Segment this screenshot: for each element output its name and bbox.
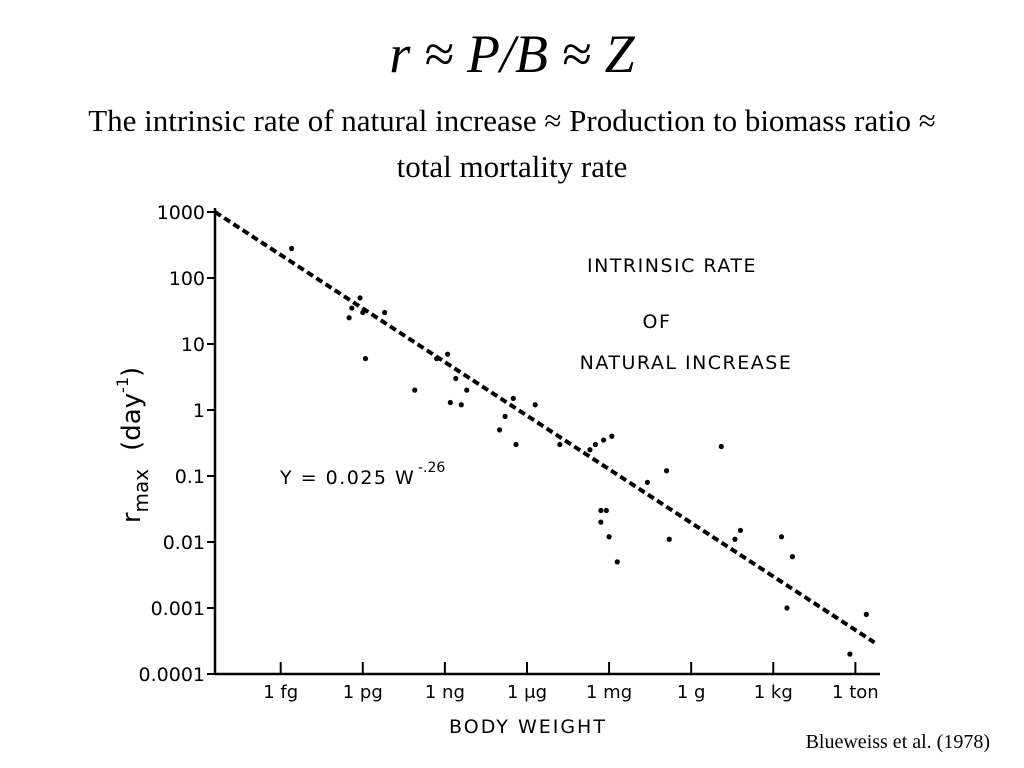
data-point-9 — [445, 351, 451, 357]
data-point-2 — [357, 295, 363, 301]
y-tick-label-7: 0.0001 — [139, 664, 205, 686]
slide-title: r ≈ P/B ≈ Z — [389, 24, 635, 84]
data-point-0 — [289, 245, 295, 252]
data-point-35 — [778, 534, 785, 540]
data-point-7 — [412, 387, 418, 393]
y-tick-label-2: 10 — [181, 334, 205, 356]
y-label-exponent: -1 — [113, 377, 132, 393]
chart-title: INTRINSIC RATE OF NATURAL INCREASE — [580, 255, 793, 374]
x-tick-label-0: 1 fg — [263, 682, 298, 703]
data-point-20 — [587, 447, 593, 453]
x-tick-label-6: 1 kg — [754, 682, 793, 703]
data-point-4 — [346, 315, 352, 321]
y-label-main: r — [117, 512, 147, 523]
data-point-32 — [718, 443, 724, 450]
chart-title-line-1: INTRINSIC RATE — [587, 255, 757, 277]
y-label-close: ) — [117, 367, 147, 377]
y-tick-label-0: 1000 — [157, 202, 205, 224]
y-tick-label-3: 1 — [193, 400, 205, 422]
data-point-16 — [510, 395, 516, 401]
y-label-sub: max — [129, 469, 153, 513]
data-point-18 — [532, 402, 538, 408]
fit-line — [213, 210, 876, 645]
y-tick-label-6: 0.001 — [151, 598, 205, 620]
x-tick-label-4: 1 mg — [586, 682, 632, 703]
data-point-6 — [382, 309, 388, 316]
data-point-39 — [863, 611, 869, 617]
x-ticks: 1 fg 1 pg 1 ng 1 μg 1 mg 1 g 1 kg 1 ton — [263, 662, 879, 703]
data-point-3 — [360, 309, 366, 316]
data-point-36 — [784, 605, 790, 611]
data-point-27 — [598, 519, 604, 525]
y-axis-label: rmax (day-1) — [113, 367, 153, 523]
data-point-15 — [502, 413, 508, 419]
data-point-33 — [732, 536, 738, 542]
data-point-29 — [644, 479, 650, 485]
x-axis-label: BODY WEIGHT — [449, 716, 607, 738]
svg-text:rmax(day-1): rmax (day-1) — [113, 367, 153, 523]
data-point-30 — [663, 468, 670, 474]
data-point-19 — [557, 441, 563, 448]
data-point-8 — [434, 356, 440, 362]
data-point-14 — [497, 427, 503, 433]
data-point-28 — [614, 559, 620, 565]
y-label-unit: (day — [117, 393, 147, 451]
equation-exponent: -.26 — [418, 460, 445, 476]
chart-axes — [213, 208, 880, 676]
y-tick-label-5: 0.01 — [163, 532, 205, 554]
data-point-26 — [606, 534, 612, 540]
equation-text: Y = 0.025 W — [279, 467, 415, 489]
equation-annotation: Y = 0.025 W -.26 — [279, 460, 445, 489]
data-point-1 — [349, 305, 355, 311]
data-point-12 — [458, 402, 464, 408]
data-point-17 — [513, 441, 519, 448]
data-point-23 — [609, 433, 615, 439]
data-point-31 — [666, 536, 672, 542]
chart-title-line-3: NATURAL INCREASE — [580, 352, 793, 374]
data-point-10 — [453, 375, 459, 382]
y-ticks: 1000 100 10 1 0.1 0.01 0.001 0.0001 — [139, 202, 215, 686]
data-points — [289, 245, 869, 657]
y-tick-label-4: 0.1 — [175, 466, 205, 488]
data-point-24 — [598, 507, 604, 514]
data-point-21 — [592, 441, 598, 448]
data-point-25 — [603, 507, 609, 514]
data-point-11 — [447, 399, 453, 406]
citation: Blueweiss et al. (1978) — [805, 731, 990, 753]
data-point-22 — [601, 437, 607, 443]
data-point-13 — [464, 387, 470, 393]
data-point-37 — [789, 554, 796, 560]
x-tick-label-2: 1 ng — [425, 682, 465, 703]
slide-subtitle: The intrinsic rate of natural increase ≈… — [88, 103, 936, 184]
x-tick-label-5: 1 g — [677, 682, 706, 703]
data-point-38 — [847, 651, 853, 657]
data-point-5 — [362, 356, 369, 362]
x-tick-label-3: 1 μg — [507, 682, 547, 703]
y-tick-label-1: 100 — [169, 268, 205, 290]
chart-title-line-2: OF — [643, 311, 672, 333]
data-point-34 — [737, 527, 744, 533]
x-tick-label-7: 1 ton — [832, 682, 879, 703]
x-tick-label-1: 1 pg — [343, 682, 383, 703]
